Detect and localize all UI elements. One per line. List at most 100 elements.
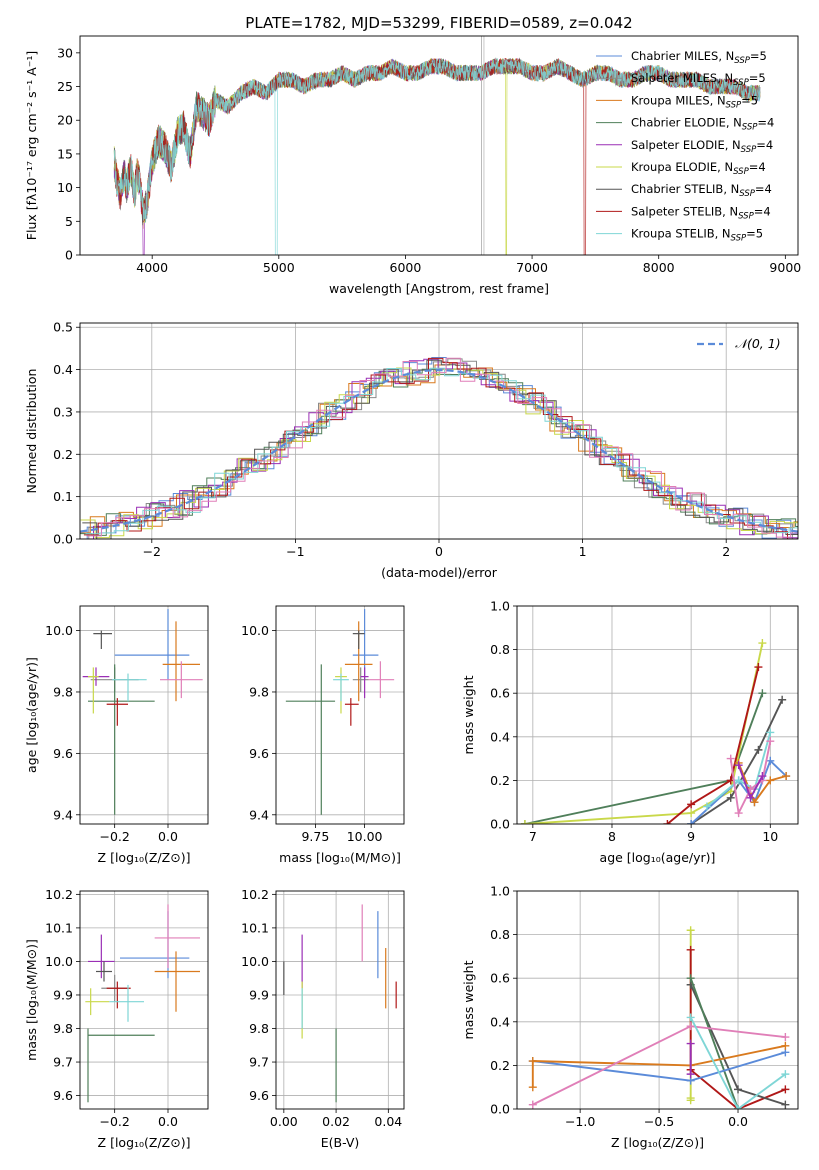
x-tick-label: 9000 — [769, 260, 801, 275]
legend-label-chabrier_elodie: Chabrier ELODIE, NSSP=4 — [631, 116, 774, 133]
weight-marker-kroupa_elodie — [687, 809, 696, 818]
weight-marker-kroupa_miles — [528, 1083, 537, 1092]
x-tick-label: −0.5 — [644, 1114, 674, 1129]
weight-marker-chabrier_stelib — [754, 745, 763, 754]
chart-title: PLATE=1782, MJD=53299, FIBERID=0589, z=0… — [245, 14, 632, 32]
y-tick-label: 0.3 — [53, 404, 73, 419]
x-tick-label: 4000 — [136, 260, 168, 275]
weight-marker-chabrier_elodie — [686, 974, 695, 983]
x-tick-label: 9 — [687, 829, 695, 844]
y-tick-label: 1.0 — [490, 599, 510, 614]
weight-marker-pink — [781, 1033, 790, 1042]
axes-frame — [79, 35, 799, 256]
y-tick-label: 9.8 — [53, 684, 73, 699]
weight-marker-kroupa_stelib — [781, 1070, 790, 1079]
weight-marker-kroupa_stelib — [702, 802, 711, 811]
x-tick-label: 7000 — [516, 260, 548, 275]
legend-label-salpeter_stelib: Salpeter STELIB, NSSP=4 — [631, 204, 771, 221]
histogram-step-chabrier_miles — [80, 357, 798, 539]
plot-area — [82, 609, 203, 815]
spectrum-line-salpeter_stelib — [114, 57, 761, 255]
weight-marker-salpeter_elodie — [758, 772, 767, 781]
y-tick-label: 0.5 — [53, 320, 73, 335]
y-tick-label: 10.0 — [241, 954, 269, 969]
weight-marker-chabrier_miles — [766, 756, 775, 765]
weight-marker-pink — [766, 737, 775, 746]
panel-histogram: −2 −1 0 1 2 0.0 0.1 0.2 0.3 0.4 0.5 (data-model)/er… — [24, 320, 799, 580]
y-tick-label: 0.2 — [490, 773, 510, 788]
weight-marker-kroupa_stelib — [734, 1105, 743, 1109]
panel-weight_vs_age: 7 8 9 10 0.0 0.2 0.4 0.6 0.8 1.0 age [log₁₀(age/yr… — [461, 599, 799, 865]
histogram-step-chabrier_stelib — [82, 359, 798, 539]
weight-marker-kroupa_elodie — [758, 639, 767, 648]
x-axis-label: (data-model)/error — [381, 565, 498, 580]
weight-marker-kroupa_miles — [528, 1057, 537, 1066]
x-tick-label: −1 — [286, 544, 304, 559]
weight-line-kroupa_stelib — [689, 1016, 786, 1109]
panel-mass_vs_Z: −0.2 0.0 9.6 9.7 9.8 9.9 10.0 10.1 10.2 Z [log₁₀(… — [24, 887, 209, 1150]
x-tick-label: 0.00 — [270, 1114, 298, 1129]
histogram-step-chabrier_elodie — [80, 368, 798, 536]
y-tick-label: 9.8 — [249, 1021, 269, 1036]
y-tick-label: 0.0 — [53, 532, 73, 547]
y-tick-label: 0.2 — [53, 447, 73, 462]
panel-mass_vs_ebv: 0.00 0.02 0.04 9.6 9.7 9.8 9.9 10.0 10.1 10.2 E(B-… — [241, 887, 405, 1150]
y-tick-label: 9.7 — [249, 1055, 269, 1070]
weight-marker-pink — [528, 1100, 537, 1109]
x-tick-label: 0.0 — [728, 1114, 748, 1129]
panel-age_vs_mass: 9.75 10.00 9.4 9.6 9.8 10.0 mass [log₁₀(M/M⊙)] — [241, 605, 405, 865]
x-axis-label: Z [log₁₀(Z/Z⊙)] — [98, 850, 191, 865]
x-tick-label: 10 — [762, 829, 778, 844]
panel-age_vs_Z: −0.2 0.0 9.4 9.6 9.8 10.0 Z [log₁₀(Z/Z⊙)] age [… — [24, 605, 209, 865]
y-tick-label: 0 — [65, 248, 73, 263]
weight-marker-salpeter_elodie — [734, 761, 743, 770]
axes-frame — [79, 322, 799, 540]
legend-label-chabrier_stelib: Chabrier STELIB, NSSP=4 — [631, 182, 772, 199]
y-tick-label: 0.4 — [53, 362, 73, 377]
weight-marker-salpeter_stelib — [781, 1085, 790, 1094]
weight-marker-chabrier_elodie — [758, 689, 767, 698]
x-tick-label: 2 — [722, 544, 730, 559]
legend-label-kroupa_elodie: Kroupa ELODIE, NSSP=4 — [631, 160, 766, 177]
y-tick-label: 20 — [57, 113, 73, 128]
x-tick-label: 6000 — [390, 260, 422, 275]
weight-line-salpeter_stelib — [689, 949, 786, 1109]
x-tick-label: 0 — [435, 544, 443, 559]
plot-area — [528, 926, 790, 1109]
y-tick-label: 0.6 — [490, 971, 510, 986]
y-tick-label: 0.4 — [490, 729, 510, 744]
weight-marker-kroupa_stelib — [686, 1013, 695, 1022]
y-tick-label: 10.0 — [45, 623, 73, 638]
weight-marker-salpeter_stelib — [754, 663, 763, 672]
weight-marker-kroupa_elodie — [686, 1096, 695, 1105]
x-tick-label: −1.0 — [565, 1114, 595, 1129]
y-tick-label: 9.4 — [249, 807, 269, 822]
plot-area — [283, 904, 397, 1103]
y-tick-label: 10.2 — [241, 887, 269, 902]
x-tick-label: 0.0 — [158, 1114, 178, 1129]
weight-marker-kroupa_miles — [750, 798, 759, 807]
y-tick-label: 9.8 — [53, 1021, 73, 1036]
spectrum-line-kroupa_stelib — [113, 57, 761, 255]
y-tick-label: 15 — [57, 146, 73, 161]
x-tick-label: −2 — [143, 544, 161, 559]
weight-marker-kroupa_elodie — [520, 820, 529, 824]
y-tick-label: 10 — [57, 180, 73, 195]
axes-frame — [275, 605, 405, 825]
x-tick-label: −0.2 — [99, 829, 129, 844]
y-axis-label: age [log₁₀(age/yr)] — [24, 657, 39, 773]
y-tick-label: 9.6 — [53, 1088, 73, 1103]
weight-marker-salpeter_elodie — [686, 1070, 695, 1079]
x-tick-label: 8000 — [643, 260, 675, 275]
y-tick-label: 0.6 — [490, 686, 510, 701]
y-tick-label: 0.0 — [490, 817, 510, 832]
weight-line-kroupa_miles — [531, 1044, 786, 1088]
weight-marker-pink — [734, 809, 743, 818]
axes-frame — [79, 890, 209, 1110]
weight-line-salpeter_stelib — [666, 666, 760, 824]
x-axis-label: mass [log₁₀(M/M⊙)] — [279, 850, 401, 865]
x-axis-label: E(B-V) — [321, 1135, 360, 1150]
histogram-step-pink — [87, 357, 798, 538]
x-tick-label: −0.2 — [99, 1114, 129, 1129]
y-axis-label: mass weight — [461, 960, 476, 1039]
